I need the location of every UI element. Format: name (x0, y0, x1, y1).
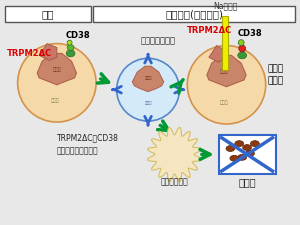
Polygon shape (132, 66, 164, 92)
Text: 水がぬけていく: 水がぬけていく (140, 36, 175, 45)
Circle shape (187, 45, 266, 124)
Text: 大きさ
を維持: 大きさ を維持 (267, 64, 284, 86)
Text: 細脹内: 細脹内 (144, 76, 152, 80)
Text: 細脹内: 細脹内 (220, 100, 229, 105)
Polygon shape (209, 45, 224, 62)
Circle shape (18, 44, 96, 122)
Polygon shape (148, 128, 202, 181)
Text: 正常: 正常 (42, 9, 54, 19)
Ellipse shape (243, 145, 251, 151)
Ellipse shape (238, 154, 247, 160)
Text: 細脹死: 細脹死 (238, 177, 256, 187)
Text: 細脹内: 細脹内 (52, 67, 61, 72)
Ellipse shape (246, 151, 254, 156)
Ellipse shape (66, 50, 75, 57)
Text: 細脹内: 細脹内 (144, 101, 152, 106)
Ellipse shape (239, 45, 246, 52)
Ellipse shape (67, 40, 72, 45)
Bar (222, 16, 228, 70)
Text: TRPM2ΔC: TRPM2ΔC (7, 49, 52, 58)
Ellipse shape (250, 141, 259, 146)
Bar (219, 135, 275, 174)
Ellipse shape (238, 52, 247, 59)
Ellipse shape (67, 45, 74, 50)
Text: 高浸透圧(ハイパー): 高浸透圧(ハイパー) (165, 9, 223, 19)
Text: TRPM2ΔC: TRPM2ΔC (187, 26, 232, 35)
Ellipse shape (238, 40, 244, 45)
Polygon shape (207, 55, 246, 87)
Bar (93, 6, 295, 22)
Ellipse shape (235, 141, 244, 146)
Text: Naイオン: Naイオン (213, 1, 237, 10)
Ellipse shape (230, 155, 239, 161)
Ellipse shape (226, 146, 235, 151)
Text: TRPM2ΔCやCD38
が働かないと、、、: TRPM2ΔCやCD38 が働かないと、、、 (57, 134, 119, 155)
Circle shape (117, 58, 179, 121)
Polygon shape (37, 53, 76, 85)
Polygon shape (39, 44, 57, 60)
Text: CD38: CD38 (66, 31, 91, 40)
Text: 縮む・・・！: 縮む・・・！ (160, 177, 188, 186)
Bar (5, 6, 91, 22)
Text: 細脹内: 細脹内 (51, 98, 59, 103)
Text: CD38: CD38 (238, 29, 262, 38)
Text: 細脹内: 細脹内 (220, 69, 229, 74)
